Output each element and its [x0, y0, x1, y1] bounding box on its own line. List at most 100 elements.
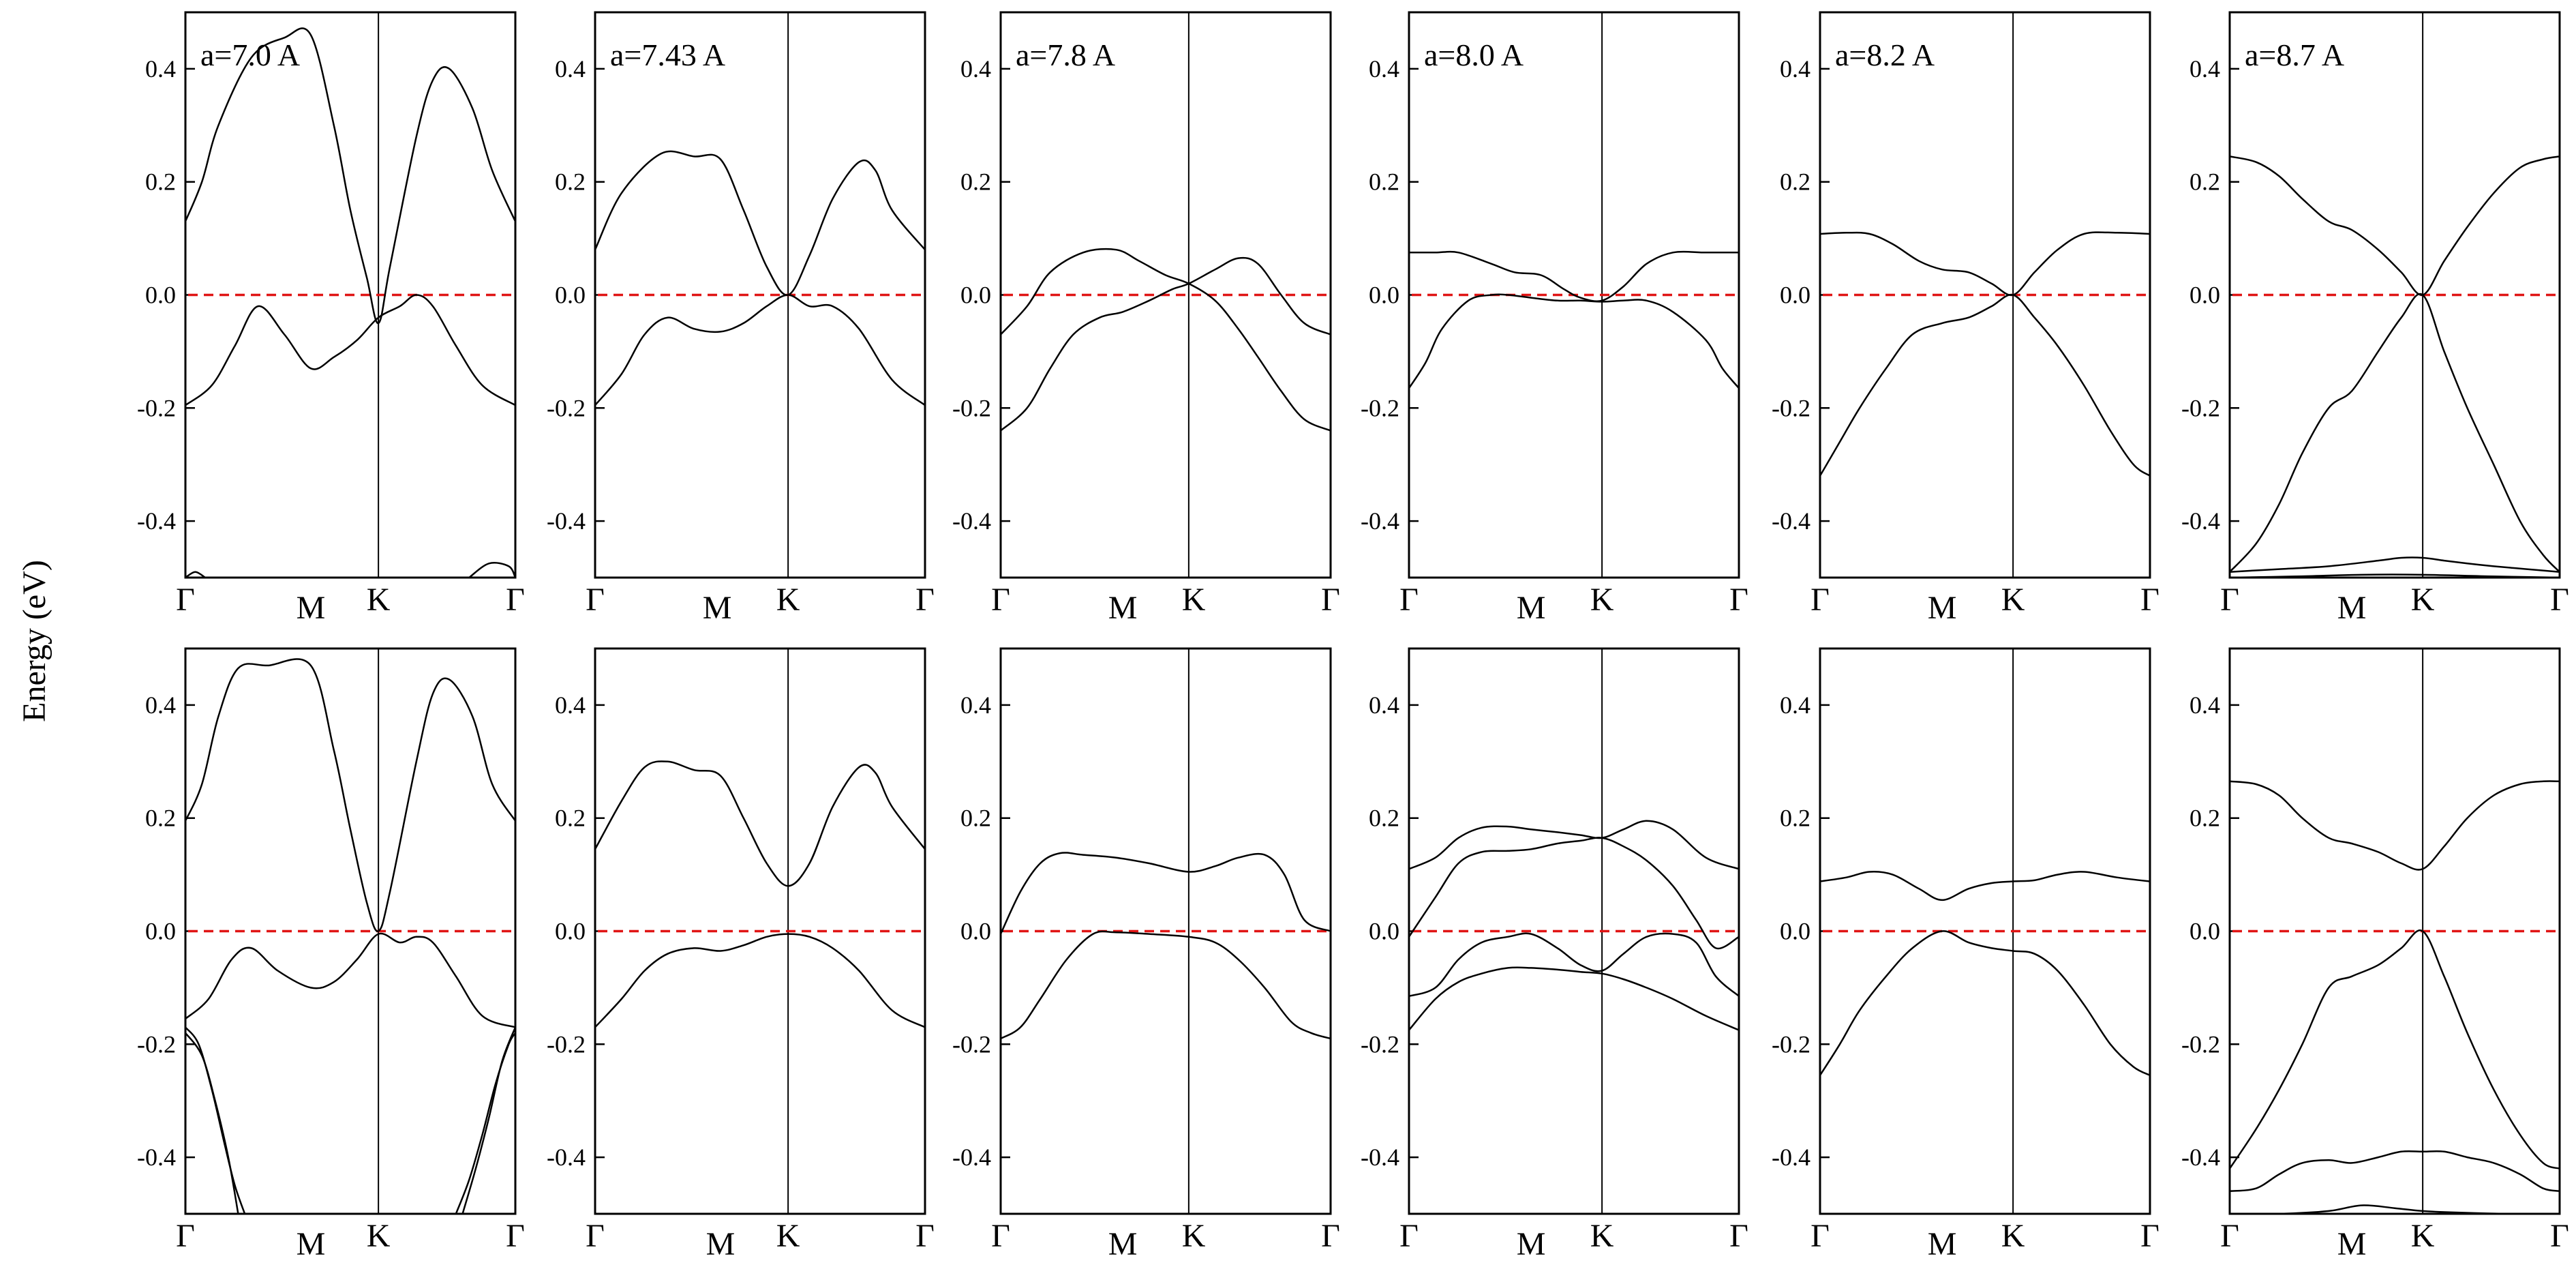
- panel-title: a=7.8 A: [1016, 38, 1115, 72]
- y-tick-label: -0.4: [137, 1144, 176, 1171]
- k-point-label: Γ: [1729, 582, 1748, 618]
- k-point-label: M: [297, 590, 326, 626]
- y-tick-label: -0.2: [952, 394, 991, 421]
- band-curve: [1001, 852, 1331, 935]
- k-point-label: Γ: [915, 1218, 935, 1254]
- k-point-label: M: [703, 590, 732, 626]
- band-panel: -0.4 -0.2 0.0 0.2 0.4 Γ M K Γa=8.2 A: [1772, 11, 2160, 626]
- y-tick-label: -0.4: [1772, 507, 1810, 535]
- k-point-label: Γ: [1321, 582, 1340, 618]
- band-panel: -0.4 -0.2 0.0 0.2 0.4 Γ M K Γa=7.8 A: [952, 11, 1340, 626]
- k-point-label: M: [1517, 590, 1546, 626]
- k-point-label: Γ: [2220, 582, 2239, 618]
- y-tick-label: 0.0: [1780, 282, 1810, 309]
- band-panel: -0.4 -0.2 0.0 0.2 0.4 Γ M K Γa=7.0 A: [137, 11, 525, 626]
- y-tick-label: 0.4: [1369, 691, 1399, 719]
- band-curve: [185, 932, 515, 1028]
- k-point-label: M: [297, 1226, 326, 1262]
- band-panel: -0.4 -0.2 0.0 0.2 0.4 Γ M K Γa=8.0 A: [1361, 11, 1748, 626]
- y-tick-label: -0.2: [137, 394, 176, 421]
- k-point-label: Γ: [506, 582, 525, 618]
- panel-title: a=8.0 A: [1424, 38, 1524, 72]
- y-tick-label: 0.0: [2189, 282, 2220, 309]
- band-curve: [2230, 155, 2560, 296]
- band-curve: [1409, 932, 1739, 998]
- y-tick-label: 0.4: [2189, 55, 2220, 83]
- band-panel: -0.4 -0.2 0.0 0.2 0.4 Γ M K Γa=8.7 A: [2181, 11, 2569, 626]
- band-curve: [1820, 930, 2150, 1077]
- k-point-label: K: [2001, 1218, 2025, 1254]
- y-tick-label: -0.2: [2181, 1030, 2220, 1058]
- k-point-label: K: [776, 1218, 800, 1254]
- y-tick-label: -0.4: [952, 507, 991, 535]
- band-curve: [1820, 293, 2150, 477]
- k-point-label: Γ: [2220, 1218, 2239, 1254]
- y-tick-label: 0.4: [960, 691, 991, 719]
- panel-title: a=8.7 A: [2245, 38, 2344, 72]
- band-curve: [1409, 820, 1739, 870]
- k-point-label: K: [2411, 582, 2435, 618]
- y-tick-label: -0.2: [547, 1030, 586, 1058]
- k-point-label: Γ: [1810, 582, 1830, 618]
- k-point-label: Γ: [586, 582, 605, 618]
- band-curve: [1409, 837, 1739, 950]
- k-point-label: M: [1517, 1226, 1546, 1262]
- k-point-label: M: [2337, 1226, 2367, 1262]
- band-panel: -0.4 -0.2 0.0 0.2 0.4 Γ M K Γ: [137, 647, 525, 1262]
- y-tick-label: 0.4: [1780, 691, 1810, 719]
- k-point-label: M: [1928, 590, 1957, 626]
- band-curve: [185, 571, 206, 578]
- band-curve: [461, 1026, 515, 1214]
- y-tick-label: 0.4: [960, 55, 991, 83]
- y-tick-label: 0.2: [555, 168, 586, 196]
- y-tick-label: -0.4: [2181, 507, 2220, 535]
- k-point-label: Γ: [506, 1218, 525, 1254]
- y-tick-label: 0.2: [145, 805, 176, 832]
- y-tick-label: 0.0: [960, 282, 991, 309]
- k-point-label: Γ: [991, 582, 1010, 618]
- band-curve: [2230, 780, 2560, 871]
- band-curve: [595, 933, 925, 1028]
- y-tick-label: 0.0: [1780, 918, 1810, 945]
- k-point-label: K: [1182, 582, 1206, 618]
- y-tick-label: -0.4: [1361, 507, 1399, 535]
- k-point-label: M: [2337, 590, 2367, 626]
- y-tick-label: 0.2: [2189, 168, 2220, 196]
- band-curve: [1820, 231, 2150, 297]
- band-curve: [2230, 1150, 2560, 1193]
- band-curve: [2230, 556, 2560, 573]
- k-point-label: Γ: [1810, 1218, 1830, 1254]
- y-tick-label: 0.0: [145, 918, 176, 945]
- y-tick-label: -0.2: [1772, 394, 1810, 421]
- y-tick-label: 0.4: [555, 55, 586, 83]
- y-tick-label: 0.0: [1369, 918, 1399, 945]
- band-panel: -0.4 -0.2 0.0 0.2 0.4 Γ M K Γ: [2181, 647, 2569, 1262]
- y-tick-label: 0.2: [555, 805, 586, 832]
- k-point-label: M: [1108, 1226, 1138, 1262]
- y-tick-label: 0.0: [960, 918, 991, 945]
- y-tick-label: 0.2: [1369, 805, 1399, 832]
- band-curve: [185, 1032, 239, 1214]
- y-tick-label: 0.2: [1780, 168, 1810, 196]
- k-point-label: M: [706, 1226, 736, 1262]
- k-point-label: K: [1590, 582, 1614, 618]
- band-curve: [595, 294, 925, 406]
- k-point-label: K: [1182, 1218, 1206, 1254]
- k-point-label: Γ: [1321, 1218, 1340, 1254]
- y-tick-label: -0.2: [1361, 394, 1399, 421]
- y-tick-label: -0.4: [137, 507, 176, 535]
- band-panel: -0.4 -0.2 0.0 0.2 0.4 Γ M K Γ: [1772, 647, 2160, 1262]
- band-curve: [1001, 256, 1331, 432]
- y-tick-label: 0.4: [145, 55, 176, 83]
- y-tick-label: -0.2: [1361, 1030, 1399, 1058]
- k-point-label: Γ: [2550, 1218, 2569, 1254]
- k-point-label: Γ: [2550, 582, 2569, 618]
- k-point-label: Γ: [1399, 582, 1419, 618]
- panel-title: a=8.2 A: [1835, 38, 1935, 72]
- k-point-label: M: [1108, 590, 1138, 626]
- k-point-label: Γ: [991, 1218, 1010, 1254]
- band-curve: [1820, 871, 2150, 901]
- y-tick-label: -0.4: [952, 1144, 991, 1171]
- band-curve: [1409, 966, 1739, 1031]
- y-tick-label: 0.0: [145, 282, 176, 309]
